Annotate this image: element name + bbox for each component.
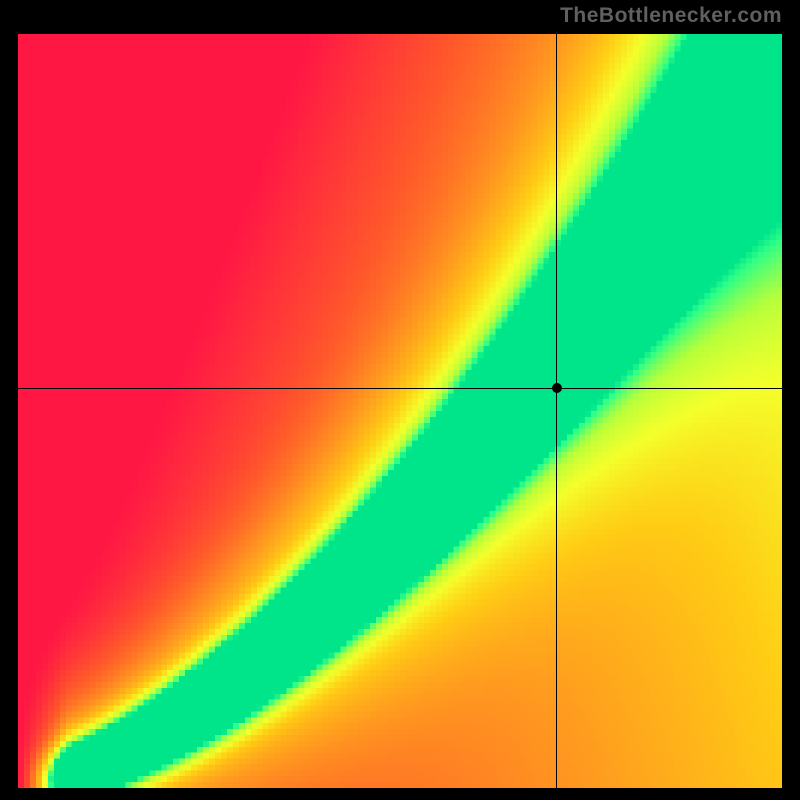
watermark-text: TheBottlenecker.com (560, 4, 782, 28)
crosshair-vertical (556, 34, 557, 788)
plot-area (18, 34, 782, 788)
crosshair-marker (552, 383, 562, 393)
crosshair-horizontal (18, 388, 782, 389)
plot-frame (18, 34, 782, 788)
heatmap-canvas (18, 34, 782, 788)
